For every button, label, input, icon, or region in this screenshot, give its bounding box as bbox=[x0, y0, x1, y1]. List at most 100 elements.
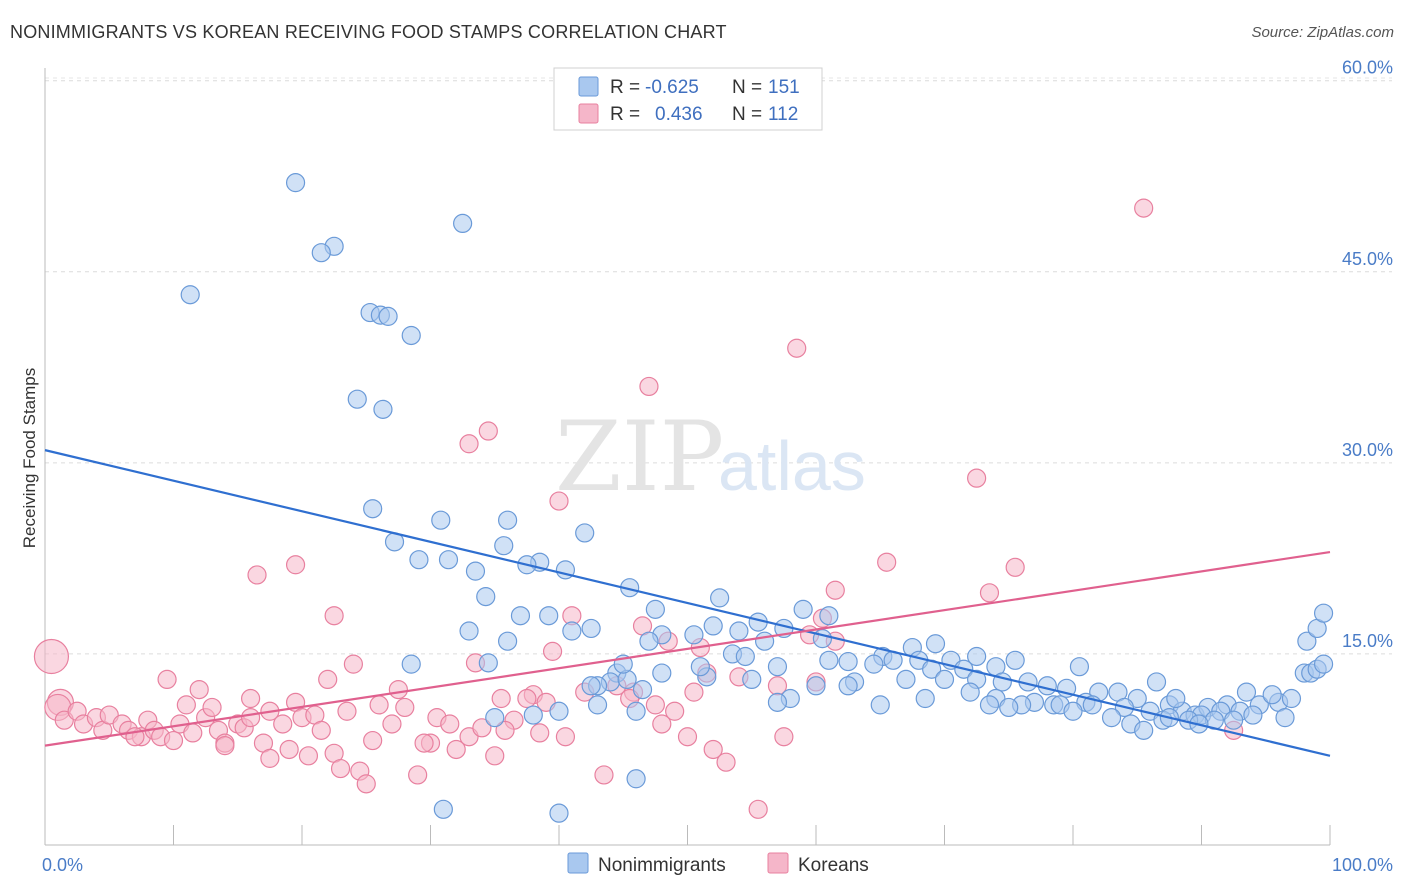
legend-swatch-koreans bbox=[578, 103, 599, 124]
point-koreans-98 bbox=[748, 799, 768, 819]
point-koreans-109 bbox=[495, 720, 515, 740]
point-koreans-104 bbox=[330, 758, 351, 779]
point-nonimmigrants-122 bbox=[999, 697, 1019, 718]
point-nonimmigrants-76 bbox=[632, 679, 653, 700]
point-koreans-24 bbox=[157, 669, 177, 690]
point-koreans-107 bbox=[202, 697, 222, 718]
point-koreans-75 bbox=[395, 697, 415, 718]
y-tick-label-45: 45.0% bbox=[1342, 249, 1393, 269]
legend-r-value-2: 0.436 bbox=[655, 104, 703, 125]
legend-r-label-2: R = bbox=[610, 104, 640, 125]
point-nonimmigrants-16 bbox=[494, 536, 514, 556]
point-koreans-96 bbox=[703, 739, 723, 760]
point-nonimmigrants-53 bbox=[819, 650, 839, 670]
point-koreans-22 bbox=[343, 654, 363, 674]
point-koreans-61 bbox=[241, 708, 261, 728]
x-tick-labels: 0.0% 100.0% bbox=[42, 855, 1393, 875]
point-koreans-64 bbox=[273, 714, 293, 734]
point-nonimmigrants-11 bbox=[363, 499, 383, 519]
point-nonimmigrants-21 bbox=[465, 561, 486, 581]
point-koreans-11 bbox=[825, 580, 845, 600]
legend-n-label-1: N = bbox=[732, 77, 762, 98]
axes bbox=[44, 68, 1331, 846]
point-nonimmigrants-57 bbox=[401, 654, 421, 674]
point-koreans-55 bbox=[183, 723, 203, 743]
point-nonimmigrants-10 bbox=[373, 399, 393, 419]
point-koreans-38 bbox=[33, 638, 70, 675]
point-nonimmigrants-69 bbox=[934, 669, 955, 690]
point-nonimmigrants-12 bbox=[431, 510, 451, 530]
bottom-legend-swatch-nonimmigrants bbox=[567, 852, 589, 874]
point-nonimmigrants-136 bbox=[523, 705, 543, 725]
point-nonimmigrants-54 bbox=[838, 651, 858, 672]
point-nonimmigrants-7 bbox=[378, 306, 398, 326]
point-nonimmigrants-27 bbox=[793, 599, 813, 619]
point-nonimmigrants-131 bbox=[1101, 708, 1122, 728]
point-nonimmigrants-100 bbox=[1281, 688, 1302, 709]
point-nonimmigrants-142 bbox=[626, 701, 646, 721]
point-nonimmigrants-62 bbox=[1069, 657, 1090, 677]
point-nonimmigrants-68 bbox=[896, 669, 916, 690]
legend-n-value-2: 112 bbox=[768, 104, 798, 125]
point-nonimmigrants-129 bbox=[1243, 705, 1263, 725]
point-koreans-85 bbox=[517, 688, 537, 709]
point-nonimmigrants-123 bbox=[915, 688, 935, 709]
point-nonimmigrants-107 bbox=[1297, 631, 1317, 651]
point-nonimmigrants-8 bbox=[401, 325, 421, 346]
point-nonimmigrants-75 bbox=[806, 676, 826, 696]
point-nonimmigrants-140 bbox=[510, 606, 531, 626]
legend-n-label-2: N = bbox=[732, 104, 762, 125]
point-nonimmigrants-4 bbox=[180, 285, 200, 305]
point-koreans-90 bbox=[594, 765, 614, 785]
point-koreans-105 bbox=[163, 730, 184, 751]
point-koreans-92 bbox=[645, 695, 665, 715]
point-nonimmigrants-24 bbox=[476, 587, 496, 607]
point-nonimmigrants-141 bbox=[581, 676, 601, 696]
point-nonimmigrants-33 bbox=[562, 621, 582, 641]
point-nonimmigrants-121 bbox=[979, 695, 1000, 715]
point-nonimmigrants-17 bbox=[409, 550, 429, 570]
point-nonimmigrants-130 bbox=[1224, 710, 1244, 730]
point-nonimmigrants-127 bbox=[960, 682, 980, 702]
point-nonimmigrants-73 bbox=[1037, 676, 1057, 696]
point-nonimmigrants-145 bbox=[626, 769, 646, 789]
point-nonimmigrants-118 bbox=[1063, 701, 1083, 721]
point-nonimmigrants-115 bbox=[1134, 720, 1154, 740]
point-nonimmigrants-35 bbox=[703, 616, 723, 636]
point-koreans-100 bbox=[356, 774, 376, 794]
legend-box bbox=[553, 67, 823, 131]
point-nonimmigrants-1 bbox=[453, 213, 473, 233]
point-koreans-108 bbox=[414, 733, 434, 753]
point-koreans-83 bbox=[485, 746, 505, 766]
bottom-legend-label-nonimmigrants: Nonimmigrants bbox=[598, 855, 726, 876]
point-koreans-9 bbox=[1005, 557, 1025, 577]
grid-lines bbox=[45, 77, 1392, 655]
point-koreans-30 bbox=[491, 688, 511, 709]
point-koreans-94 bbox=[665, 701, 685, 721]
bottom-legend-label-koreans: Koreans bbox=[798, 855, 869, 876]
watermark-atlas: atlas bbox=[718, 427, 866, 505]
point-nonimmigrants-56 bbox=[767, 657, 788, 677]
point-nonimmigrants-40 bbox=[498, 631, 518, 651]
point-nonimmigrants-55 bbox=[864, 654, 884, 674]
point-koreans-29 bbox=[388, 679, 408, 700]
x-tick-label-end: 100.0% bbox=[1332, 855, 1393, 875]
point-nonimmigrants-31 bbox=[581, 618, 601, 639]
watermark-zip: ZIP bbox=[555, 401, 724, 513]
point-nonimmigrants-109 bbox=[1313, 603, 1334, 623]
point-nonimmigrants-3 bbox=[311, 243, 331, 263]
trend-line-koreans bbox=[44, 550, 1331, 747]
point-nonimmigrants-137 bbox=[485, 708, 505, 728]
point-nonimmigrants-41 bbox=[754, 631, 775, 651]
point-koreans-70 bbox=[337, 701, 357, 721]
point-koreans-12 bbox=[979, 583, 1000, 603]
x-tick-label-start: 0.0% bbox=[42, 855, 83, 875]
point-koreans-74 bbox=[382, 714, 402, 734]
point-koreans-65 bbox=[279, 739, 299, 760]
point-koreans-82 bbox=[472, 718, 492, 738]
point-koreans-79 bbox=[440, 714, 460, 734]
point-koreans-54 bbox=[176, 695, 196, 715]
point-nonimmigrants-43 bbox=[925, 634, 946, 654]
point-nonimmigrants-126 bbox=[767, 692, 788, 712]
point-koreans-25 bbox=[318, 669, 338, 690]
